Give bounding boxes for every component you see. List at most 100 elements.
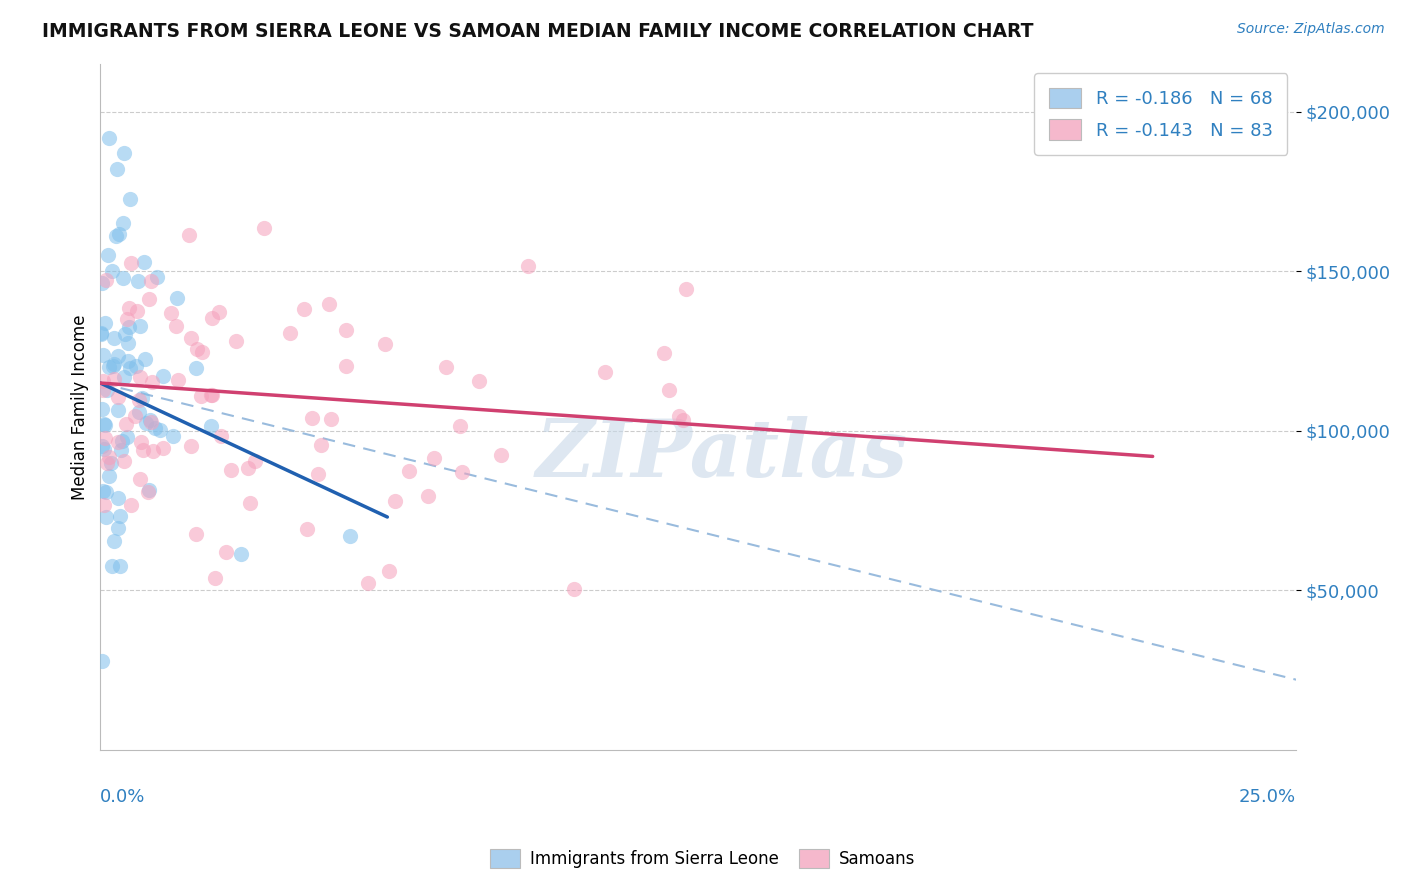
Point: [141, 375, 163, 389]
Y-axis label: Median Family Income: Median Family Income: [72, 314, 89, 500]
Point: [93, 442, 115, 456]
Point: [112, 370, 135, 384]
Point: [128, 392, 150, 407]
Point: [91, 374, 114, 388]
Point: [101, 264, 124, 278]
Point: [127, 274, 149, 288]
Point: [124, 409, 146, 423]
Point: [180, 331, 202, 345]
Point: [107, 349, 129, 363]
Legend: R = -0.186   N = 68, R = -0.143   N = 83: R = -0.186 N = 68, R = -0.143 N = 83: [1035, 73, 1286, 154]
Point: [378, 564, 401, 578]
Point: [96, 383, 118, 397]
Point: [94, 316, 117, 330]
Point: [117, 336, 139, 351]
Text: IMMIGRANTS FROM SIERRA LEONE VS SAMOAN MEDIAN FAMILY INCOME CORRELATION CHART: IMMIGRANTS FROM SIERRA LEONE VS SAMOAN M…: [42, 22, 1033, 41]
Point: [491, 448, 513, 462]
Point: [114, 326, 136, 341]
Point: [101, 359, 124, 373]
Point: [335, 359, 357, 373]
Point: [94, 509, 117, 524]
Point: [450, 465, 472, 479]
Point: [398, 464, 420, 478]
Point: [103, 331, 125, 345]
Point: [93, 498, 115, 512]
Text: ZIPatlas: ZIPatlas: [536, 417, 908, 493]
Point: [100, 456, 122, 470]
Point: [166, 291, 188, 305]
Point: [166, 373, 188, 387]
Point: [94, 417, 117, 432]
Point: [138, 483, 160, 497]
Point: [201, 310, 224, 325]
Point: [97, 360, 120, 375]
Point: [200, 419, 222, 434]
Point: [141, 274, 163, 288]
Point: [117, 354, 139, 368]
Point: [103, 372, 125, 386]
Point: [96, 456, 118, 470]
Point: [141, 415, 163, 429]
Point: [118, 301, 141, 316]
Point: [152, 369, 174, 384]
Point: [94, 431, 117, 445]
Point: [118, 360, 141, 375]
Point: [125, 359, 148, 373]
Point: [120, 498, 142, 512]
Point: [139, 412, 162, 426]
Point: [96, 484, 118, 499]
Point: [107, 390, 129, 404]
Point: [671, 413, 693, 427]
Text: 25.0%: 25.0%: [1239, 788, 1296, 805]
Point: [90, 327, 112, 342]
Point: [219, 463, 242, 477]
Point: [131, 391, 153, 405]
Point: [468, 374, 491, 388]
Point: [138, 292, 160, 306]
Point: [112, 146, 135, 161]
Point: [111, 271, 134, 285]
Point: [374, 336, 396, 351]
Point: [201, 388, 224, 402]
Point: [108, 227, 131, 241]
Point: [91, 383, 114, 397]
Point: [384, 494, 406, 508]
Point: [90, 276, 112, 290]
Point: [105, 161, 128, 176]
Point: [132, 443, 155, 458]
Text: Source: ZipAtlas.com: Source: ZipAtlas.com: [1237, 22, 1385, 37]
Point: [94, 273, 117, 287]
Legend: Immigrants from Sierra Leone, Samoans: Immigrants from Sierra Leone, Samoans: [484, 842, 922, 875]
Point: [654, 346, 676, 360]
Point: [128, 369, 150, 384]
Point: [209, 429, 232, 443]
Point: [204, 571, 226, 585]
Point: [128, 472, 150, 486]
Point: [115, 417, 138, 432]
Point: [321, 412, 343, 426]
Point: [128, 405, 150, 419]
Point: [200, 387, 222, 401]
Point: [110, 558, 132, 573]
Point: [143, 421, 166, 435]
Point: [593, 365, 616, 379]
Point: [658, 383, 681, 397]
Point: [239, 496, 262, 510]
Point: [108, 509, 131, 524]
Point: [107, 434, 129, 449]
Point: [243, 454, 266, 468]
Point: [128, 319, 150, 334]
Point: [120, 256, 142, 270]
Point: [91, 402, 114, 417]
Point: [98, 131, 121, 145]
Point: [93, 417, 115, 432]
Point: [97, 248, 120, 262]
Point: [434, 360, 457, 375]
Point: [184, 360, 207, 375]
Point: [97, 450, 120, 465]
Point: [127, 304, 149, 318]
Point: [191, 345, 214, 359]
Point: [107, 402, 129, 417]
Point: [190, 389, 212, 403]
Text: 0.0%: 0.0%: [100, 788, 146, 805]
